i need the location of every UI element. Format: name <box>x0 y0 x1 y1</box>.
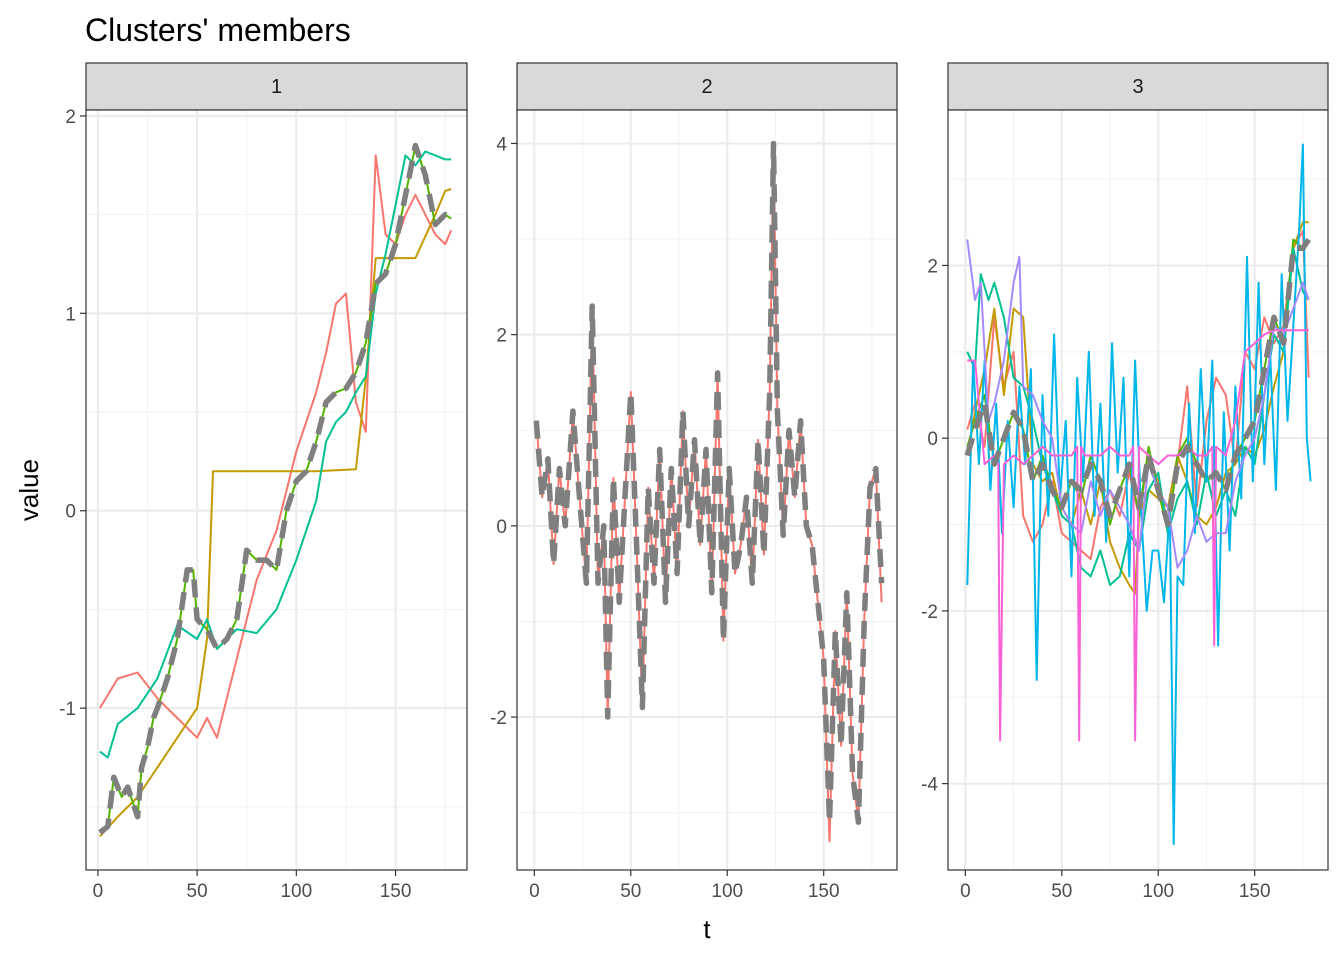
y-tick-label: -1 <box>59 699 76 720</box>
member-line <box>99 154 453 739</box>
series-layer <box>964 143 1312 846</box>
chart-title: Clusters' members <box>85 12 351 48</box>
panel-2: 2 0 50 100 150 -2 0 2 4 <box>490 62 898 902</box>
y-tick-label: 0 <box>496 517 507 538</box>
x-tick-label: 0 <box>960 881 971 902</box>
x-tick-label: 0 <box>93 881 104 902</box>
panel-3: 3 0 50 100 150 -4 -2 0 2 <box>921 62 1329 902</box>
panel-1: 1 0 50 100 150 -1 0 1 2 <box>59 62 468 902</box>
strip-background <box>947 62 1329 111</box>
y-tick-label: -4 <box>921 775 938 796</box>
x-tick-label: 50 <box>1051 881 1072 902</box>
member-line <box>967 329 1309 742</box>
y-tick-label: -2 <box>490 708 507 729</box>
panel-border <box>947 109 1329 871</box>
x-tick-label: 50 <box>620 881 641 902</box>
y-tick-label: 2 <box>927 256 938 277</box>
prototype-line <box>98 142 453 835</box>
prototype-line <box>533 140 885 825</box>
panel-border <box>516 109 898 871</box>
x-tick-label: 100 <box>1142 881 1174 902</box>
y-tick-label: 2 <box>65 107 76 128</box>
y-tick-label: 0 <box>927 429 938 450</box>
y-tick-label: 4 <box>496 134 507 155</box>
x-tick-label: 150 <box>1239 881 1271 902</box>
member-line <box>966 239 1310 569</box>
panel-border <box>85 109 468 871</box>
y-tick-label: -2 <box>921 602 938 623</box>
facet-panels: 1 0 50 100 150 -1 0 1 2 2 0 50 100 150 -2 0 2 4 3 0 50 100 150… <box>59 62 1329 902</box>
strip-background <box>85 62 468 111</box>
series-layer <box>533 140 885 843</box>
x-tick-label: 100 <box>280 881 312 902</box>
y-tick-label: 1 <box>65 304 76 325</box>
y-axis-title: value <box>14 459 44 521</box>
x-tick-label: 150 <box>808 881 840 902</box>
series-layer <box>98 142 453 838</box>
strip-label: 3 <box>1132 76 1143 98</box>
x-tick-label: 100 <box>711 881 743 902</box>
x-tick-label: 0 <box>529 881 540 902</box>
member-line <box>99 150 452 759</box>
x-tick-label: 150 <box>380 881 412 902</box>
strip-background <box>516 62 898 111</box>
y-tick-label: 0 <box>65 502 76 523</box>
y-tick-label: 2 <box>496 326 507 347</box>
strip-label: 2 <box>701 76 712 98</box>
x-axis-title: t <box>703 914 711 944</box>
strip-label: 1 <box>271 76 282 98</box>
x-tick-label: 50 <box>187 881 208 902</box>
prototype-line <box>964 237 1311 528</box>
member-line <box>99 188 452 838</box>
